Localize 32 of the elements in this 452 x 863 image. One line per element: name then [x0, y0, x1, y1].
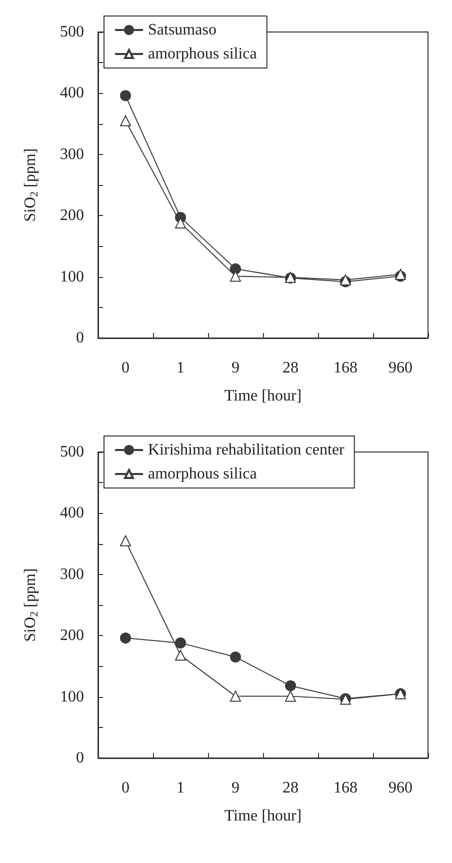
y-axis-title: SiO2 [ppm] — [22, 148, 40, 222]
y-tick-label: 400 — [60, 84, 84, 102]
y-tick-label: 400 — [60, 504, 84, 522]
legend-label: amorphous silica — [148, 466, 257, 482]
legend-label: amorphous silica — [148, 46, 257, 62]
x-tick-label: 0 — [122, 360, 130, 376]
x-tick-label: 168 — [334, 780, 358, 796]
y-tick-label: 300 — [60, 566, 84, 583]
x-tick-label: 28 — [282, 360, 298, 376]
y-tick-label: 100 — [60, 268, 84, 286]
legend-label: Satsumaso — [148, 22, 216, 38]
x-tick-label: 960 — [388, 360, 412, 376]
y-tick-label: 500 — [60, 24, 84, 40]
x-tick-label: 9 — [232, 780, 240, 796]
x-tick-label: 9 — [232, 360, 240, 376]
y-tick-label: 300 — [60, 146, 84, 163]
x-tick-label: 1 — [176, 780, 184, 796]
y-tick-label: 100 — [60, 688, 84, 706]
x-tick-label: 1 — [176, 360, 184, 376]
x-tick-label: 960 — [388, 780, 412, 796]
y-tick-label: 200 — [60, 207, 84, 224]
x-axis-title: Time [hour] — [224, 388, 302, 404]
x-tick-label: 168 — [334, 360, 358, 376]
x-axis-title: Time [hour] — [224, 808, 302, 824]
x-tick-label: 0 — [122, 780, 130, 796]
y-tick-label: 0 — [76, 330, 84, 346]
y-tick-label: 0 — [76, 750, 84, 766]
y-tick-label: 200 — [60, 627, 84, 644]
x-tick-label: 28 — [282, 780, 298, 796]
y-axis-title: SiO2 [ppm] — [22, 568, 40, 642]
y-tick-label: 500 — [60, 444, 84, 460]
legend-label: Kirishima rehabilitation center — [148, 442, 346, 458]
